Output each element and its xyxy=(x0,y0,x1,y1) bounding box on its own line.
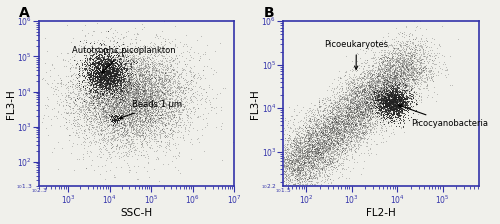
X-axis label: SSC-H: SSC-H xyxy=(120,209,152,218)
Text: $_{10}$1.5: $_{10}$1.5 xyxy=(275,186,291,195)
Text: $_{10}$1.3: $_{10}$1.3 xyxy=(16,182,32,191)
Text: B: B xyxy=(264,6,274,20)
Text: Picocyanobacteria: Picocyanobacteria xyxy=(398,105,488,127)
Y-axis label: FL3-H: FL3-H xyxy=(250,89,260,119)
Text: Picoeukaryotes: Picoeukaryotes xyxy=(324,40,388,69)
X-axis label: FL2-H: FL2-H xyxy=(366,209,396,218)
Text: Beads 1 μm: Beads 1 μm xyxy=(120,100,182,119)
Text: $_{10}$2.2: $_{10}$2.2 xyxy=(260,182,276,191)
Text: $_{10}$2.3: $_{10}$2.3 xyxy=(30,186,47,195)
Text: Autotrophc picoplankton: Autotrophc picoplankton xyxy=(72,46,176,73)
Text: A: A xyxy=(19,6,30,20)
Y-axis label: FL3-H: FL3-H xyxy=(6,89,16,119)
